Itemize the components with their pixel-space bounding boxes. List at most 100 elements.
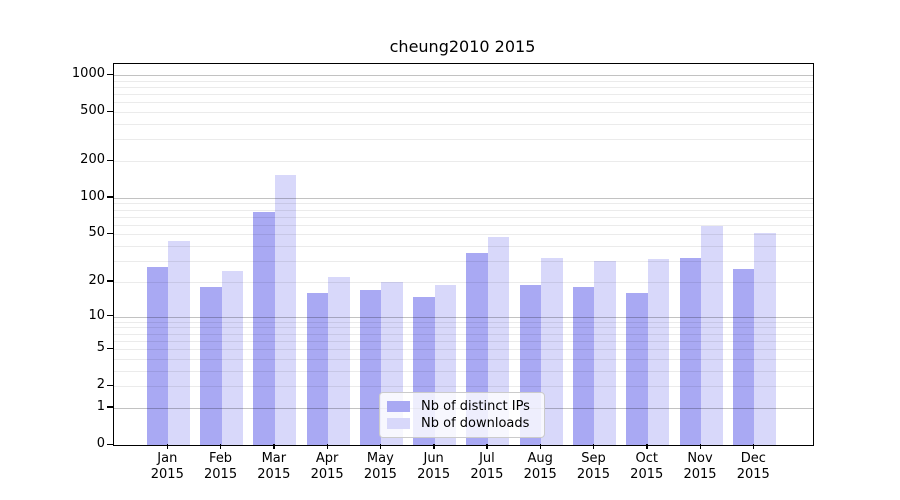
y-tick-mark: [107, 280, 113, 282]
grid-layer: [114, 64, 813, 445]
bar-may-distinct-ips: [359, 290, 382, 445]
gridline-minor: [114, 87, 813, 88]
y-tick-label: 10: [88, 307, 105, 323]
x-tick-label: Aug 2015: [505, 451, 575, 482]
x-tick-mark: [646, 444, 648, 449]
gridline-minor: [114, 161, 813, 163]
gridline-minor: [114, 102, 813, 104]
x-tick-label: Nov 2015: [665, 451, 735, 482]
x-tick-label: Jan 2015: [132, 451, 202, 482]
x-tick-label: Dec 2015: [718, 451, 788, 482]
gridline-minor: [114, 327, 813, 329]
gridline-major: [114, 197, 813, 199]
gridline-minor: [114, 333, 813, 335]
x-tick-month: Apr: [315, 451, 339, 466]
x-tick-year: 2015: [150, 466, 184, 482]
bar-dec-distinct-ips: [732, 268, 755, 445]
legend-label-distinct-ips: Nb of distinct IPs: [421, 399, 530, 414]
legend-label-downloads: Nb of downloads: [421, 416, 530, 431]
y-tick-mark: [107, 159, 113, 161]
bar-aug-downloads: [541, 257, 563, 445]
plot-area: [113, 63, 814, 446]
x-tick-mark: [326, 444, 328, 449]
gridline-minor: [114, 80, 813, 82]
bar-nov-downloads: [701, 225, 723, 445]
bar-dec-downloads: [754, 233, 776, 445]
x-tick-label: Mar 2015: [239, 451, 309, 482]
x-tick-label: Jun 2015: [399, 451, 469, 482]
y-tick-label: 100: [80, 188, 105, 204]
y-tick-label: 20: [88, 272, 105, 288]
x-tick-month: Jul: [479, 451, 495, 466]
bar-apr-downloads: [328, 277, 350, 445]
gridline-minor: [114, 139, 813, 141]
y-tick-mark: [107, 232, 113, 235]
gridline-minor: [114, 349, 813, 351]
x-tick-month: Oct: [635, 451, 658, 466]
bar-sep-distinct-ips: [572, 287, 595, 445]
x-tick-year: 2015: [470, 466, 504, 482]
x-tick-label: Oct 2015: [612, 451, 682, 482]
x-tick-month: Dec: [740, 451, 766, 466]
x-tick-month: May: [366, 451, 394, 466]
bar-nov-distinct-ips: [679, 257, 701, 445]
bar-sep-downloads: [594, 261, 616, 445]
y-tick-mark: [107, 347, 113, 349]
y-tick-mark: [107, 384, 113, 387]
bar-jan-distinct-ips: [146, 266, 169, 445]
x-tick-label: Sep 2015: [558, 451, 628, 482]
x-tick-year: 2015: [310, 466, 344, 482]
gridline-minor: [114, 209, 813, 211]
y-tick-mark: [107, 443, 113, 445]
x-tick-year: 2015: [257, 466, 291, 482]
x-tick-year: 2015: [683, 466, 717, 482]
y-tick-mark: [107, 73, 113, 75]
y-tick-label: 1: [96, 398, 105, 414]
legend-row-distinct-ips: Nb of distinct IPs: [387, 398, 530, 415]
x-tick-mark: [166, 444, 169, 449]
y-tick-mark: [107, 315, 113, 317]
x-tick-month: Aug: [527, 451, 553, 466]
x-tick-month: Sep: [581, 451, 606, 466]
gridline-major: [114, 316, 813, 318]
legend: Nb of distinct IPs Nb of downloads: [379, 392, 545, 438]
gridline-minor: [114, 340, 813, 342]
x-tick-mark: [699, 444, 701, 449]
bar-mar-downloads: [274, 174, 297, 445]
x-tick-mark: [433, 444, 435, 449]
gridline-minor: [114, 281, 813, 283]
x-tick-year: 2015: [736, 466, 770, 482]
x-tick-month: Jan: [157, 451, 178, 466]
gridline-minor: [114, 224, 813, 226]
bar-feb-downloads: [221, 270, 244, 445]
gridline-minor: [114, 216, 813, 218]
y-tick-label: 200: [80, 152, 105, 168]
x-tick-month: Nov: [687, 451, 713, 466]
x-tick-mark: [752, 444, 755, 449]
bar-mar-distinct-ips: [253, 211, 275, 445]
gridline-minor: [114, 246, 813, 248]
gridline-minor: [114, 386, 813, 388]
y-tick-label: 2: [96, 377, 105, 393]
y-tick-mark: [107, 406, 113, 408]
x-tick-mark: [273, 444, 275, 449]
x-tick-label: May 2015: [345, 451, 415, 482]
gridline-minor: [114, 124, 813, 126]
x-tick-year: 2015: [363, 466, 397, 482]
x-tick-mark: [486, 444, 488, 449]
chart-title: cheung2010 2015: [389, 37, 536, 56]
x-tick-year: 2015: [630, 466, 664, 482]
bar-jan-downloads: [168, 241, 190, 445]
gridline-minor: [114, 112, 813, 114]
x-tick-label: Apr 2015: [292, 451, 362, 482]
gridline-major: [114, 75, 813, 77]
y-tick-mark: [107, 110, 113, 113]
x-tick-mark: [220, 444, 222, 449]
y-tick-label: 500: [80, 103, 105, 119]
x-tick-year: 2015: [576, 466, 610, 482]
y-tick-label: 0: [96, 436, 105, 451]
x-tick-month: Jun: [423, 451, 444, 466]
x-tick-mark: [592, 444, 595, 449]
bar-oct-distinct-ips: [626, 293, 648, 445]
